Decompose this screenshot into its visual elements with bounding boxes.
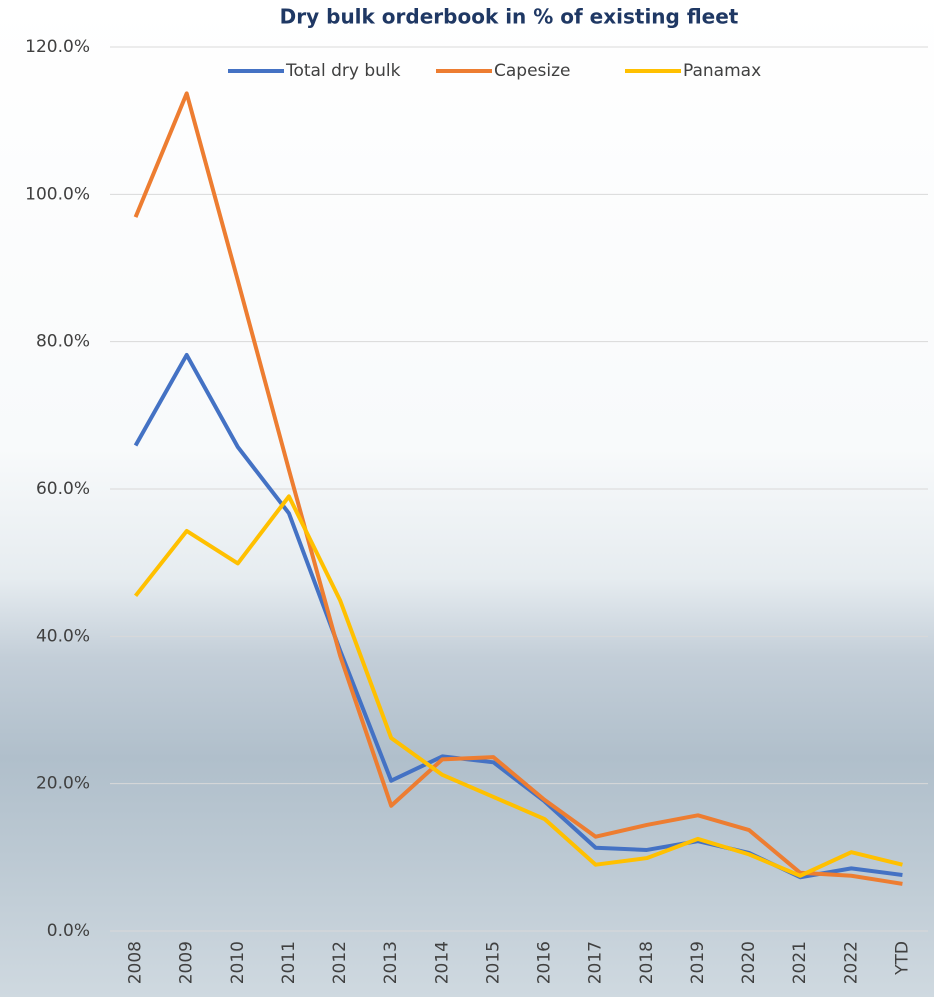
x-tick-label: 2008 [126, 941, 146, 984]
x-tick-label: 2016 [535, 941, 555, 984]
y-tick-label: 60.0% [36, 479, 90, 499]
y-tick-label: 120.0% [25, 37, 90, 57]
x-tick-label: 2020 [739, 941, 759, 984]
y-tick-label: 100.0% [25, 184, 90, 204]
x-tick-label: 2018 [637, 941, 657, 984]
legend-label: Capesize [494, 61, 571, 81]
x-tick-label: 2014 [432, 941, 452, 984]
x-tick-label: 2015 [483, 941, 503, 984]
x-tick-label: 2022 [841, 941, 861, 984]
x-tick-label: YTD [892, 941, 912, 976]
x-tick-label: 2017 [586, 941, 606, 984]
series-line [133, 494, 903, 878]
y-tick-label: 80.0% [36, 332, 90, 352]
x-tick-label: 2013 [381, 941, 401, 984]
series-line [133, 91, 903, 886]
y-tick-label: 40.0% [36, 626, 90, 646]
x-tick-label: 2021 [790, 941, 810, 984]
x-tick-label: 2009 [177, 941, 197, 984]
x-tick-label: 2019 [688, 941, 708, 984]
x-tick-label: 2011 [279, 941, 299, 984]
x-tick-label: 2010 [228, 941, 248, 984]
y-tick-label: 20.0% [36, 774, 90, 794]
series-line [133, 352, 903, 880]
legend-label: Panamax [683, 61, 761, 81]
chart-title: Dry bulk orderbook in % of existing flee… [280, 5, 739, 29]
x-tick-label: 2012 [330, 941, 350, 984]
legend-label: Total dry bulk [285, 61, 401, 81]
y-tick-label: 0.0% [47, 921, 90, 941]
